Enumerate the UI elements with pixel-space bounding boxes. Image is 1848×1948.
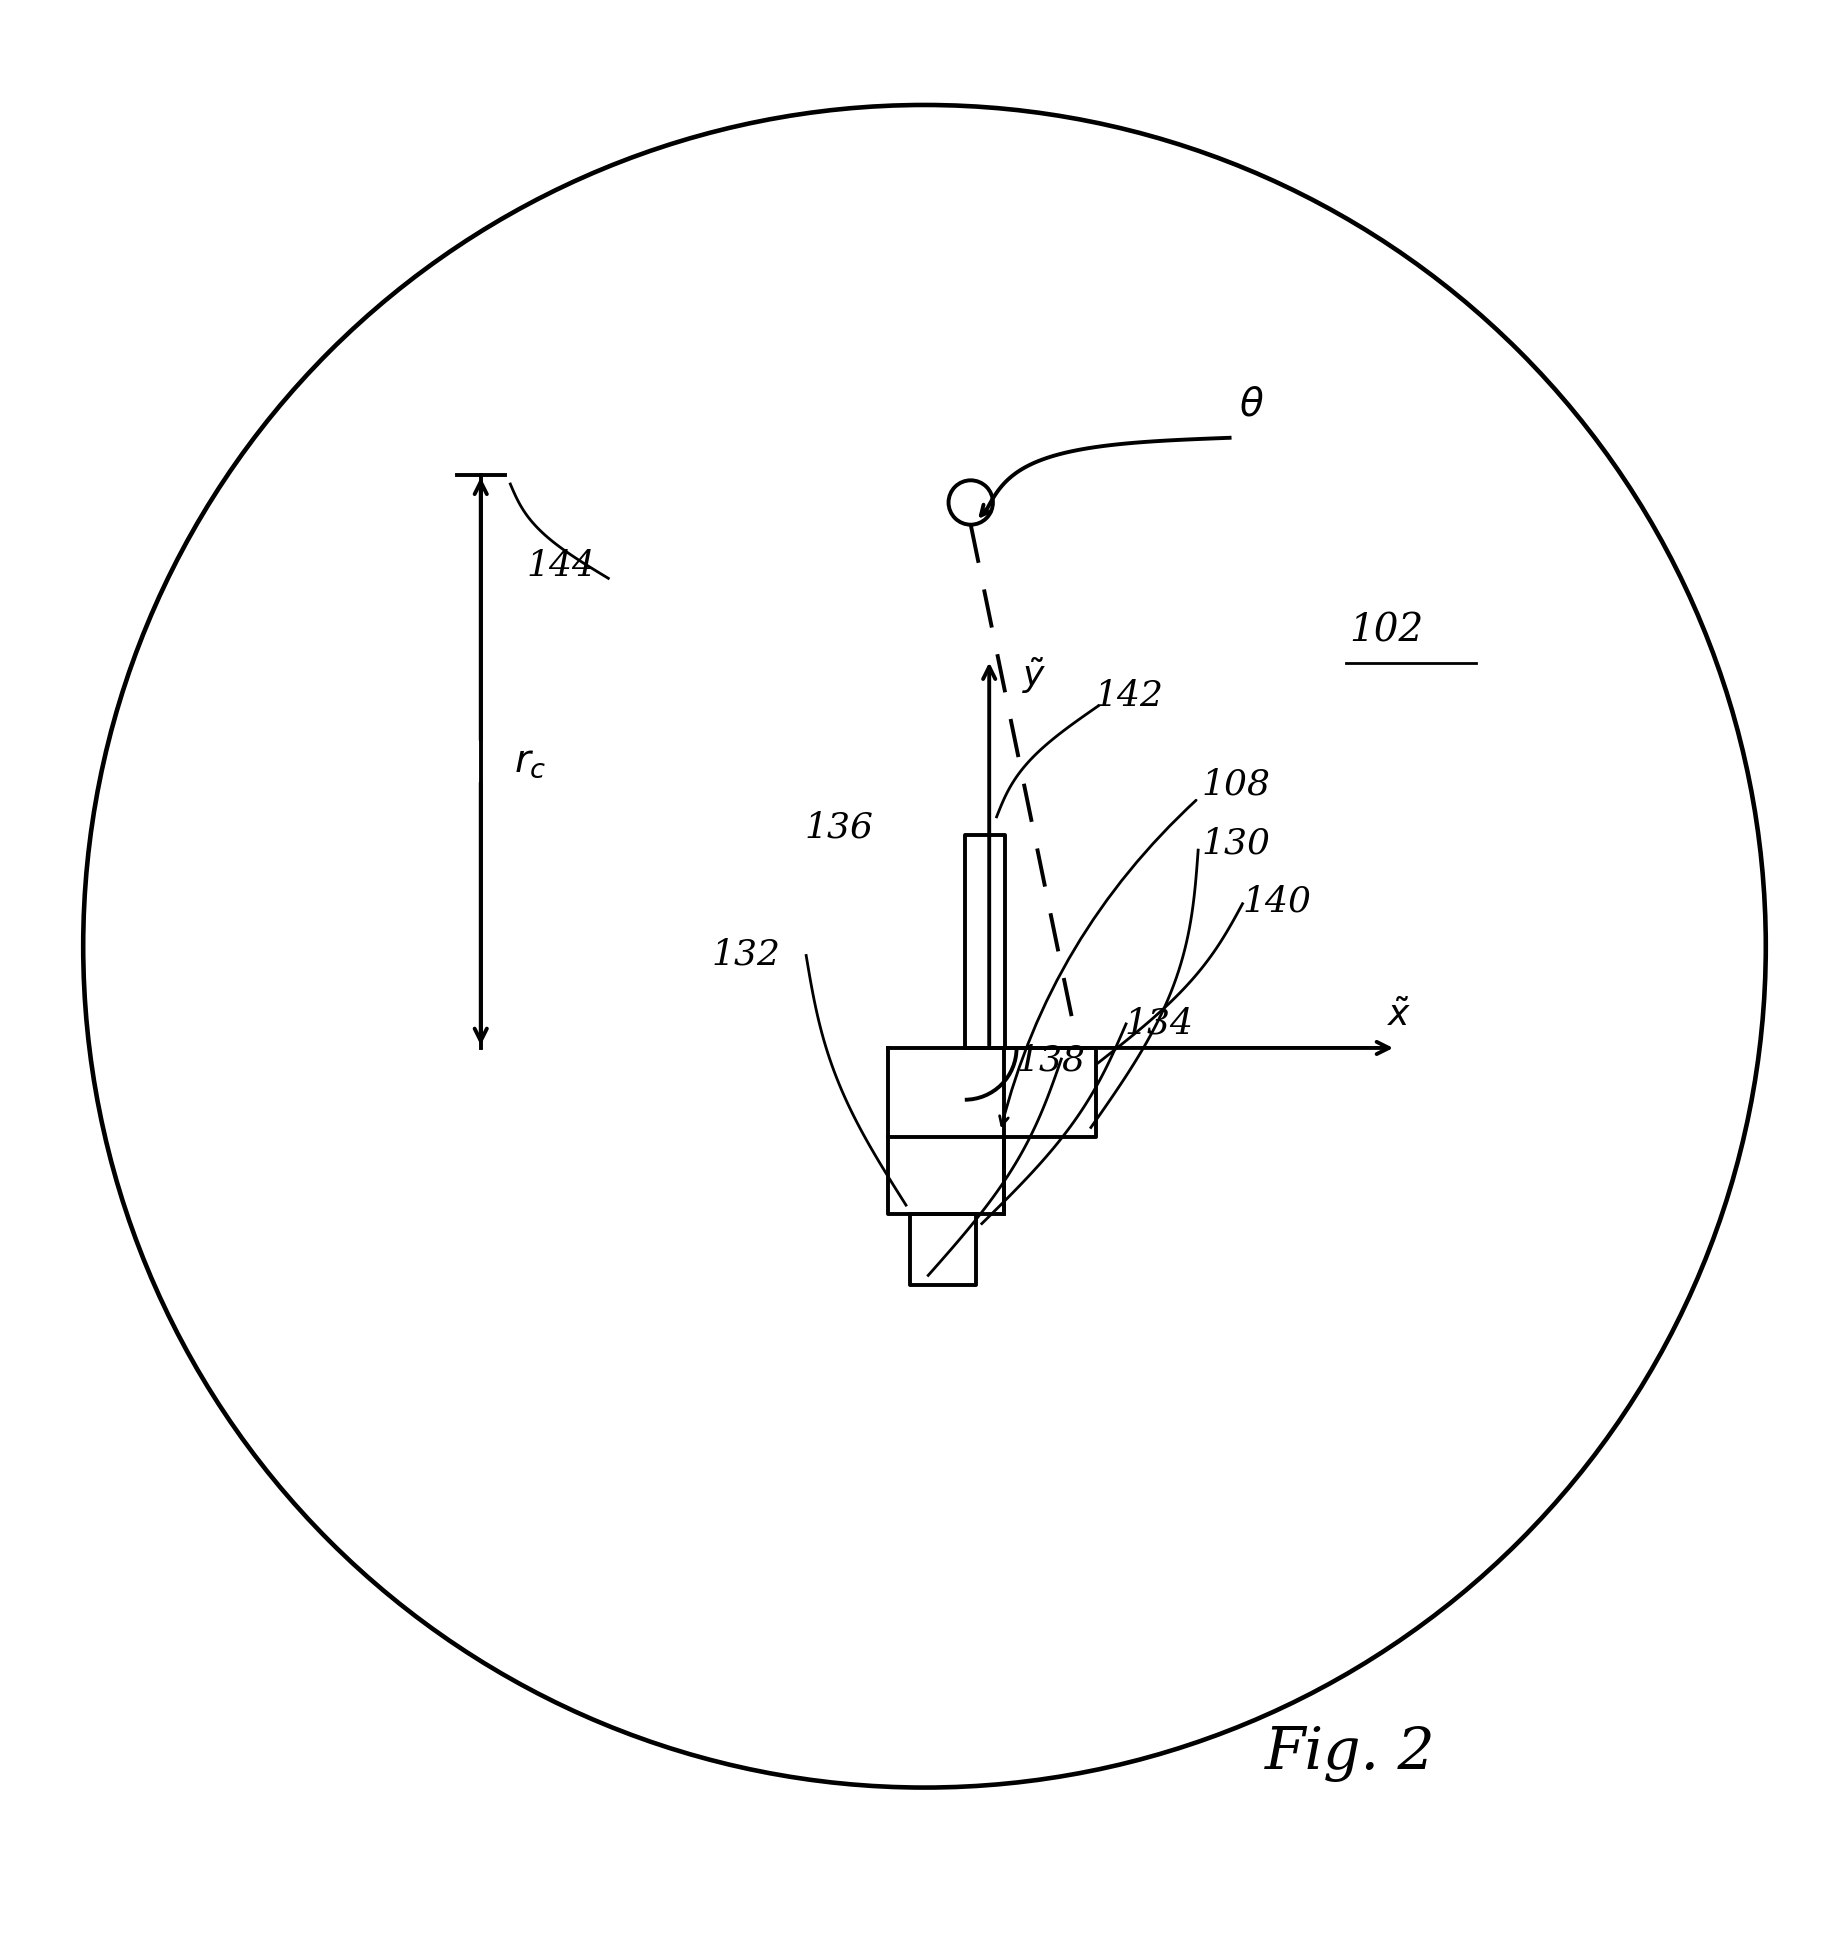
Text: 138: 138 <box>1016 1042 1085 1077</box>
Text: 136: 136 <box>804 810 872 843</box>
Text: 144: 144 <box>527 549 595 584</box>
Text: 140: 140 <box>1242 884 1310 918</box>
Text: $\theta$: $\theta$ <box>1238 386 1264 423</box>
Text: Fig. 2: Fig. 2 <box>1264 1726 1434 1782</box>
Text: 132: 132 <box>711 937 780 972</box>
Text: 134: 134 <box>1124 1007 1192 1040</box>
Text: $\tilde{x}$: $\tilde{x}$ <box>1386 999 1410 1032</box>
Text: 108: 108 <box>1201 768 1270 803</box>
Text: $\tilde{y}$: $\tilde{y}$ <box>1022 656 1046 695</box>
Text: 142: 142 <box>1094 680 1162 713</box>
Text: 102: 102 <box>1349 612 1423 649</box>
Text: $r_c$: $r_c$ <box>514 742 547 779</box>
Text: 130: 130 <box>1201 826 1270 861</box>
